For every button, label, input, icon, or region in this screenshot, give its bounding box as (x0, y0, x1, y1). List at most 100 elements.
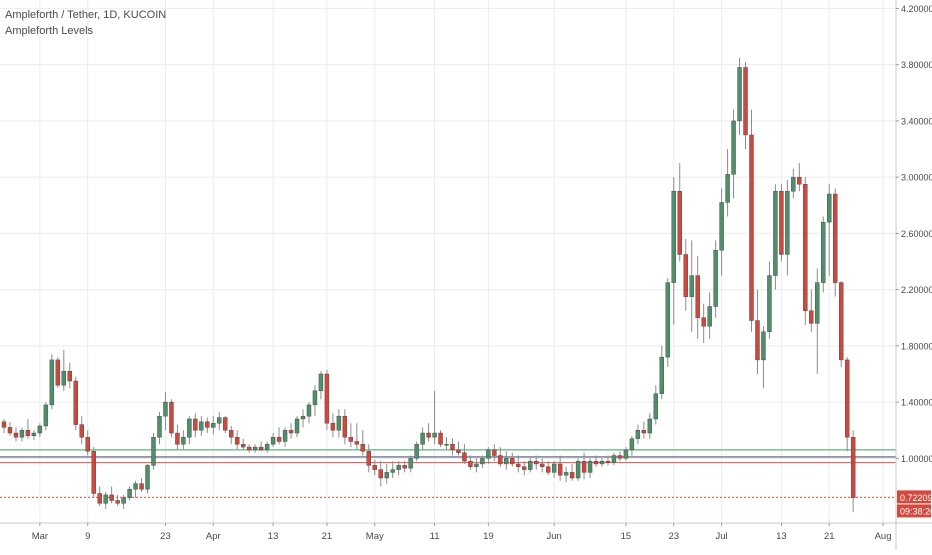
candle-body (163, 401, 168, 417)
candle-body (635, 430, 641, 439)
candle-body (677, 191, 682, 255)
candle-body (767, 275, 772, 332)
candle-body (336, 415, 342, 431)
candle-body (145, 465, 150, 490)
candle-body (719, 202, 724, 251)
candle-body (426, 432, 431, 438)
candle-body (629, 438, 635, 451)
candle-body (402, 465, 407, 469)
price-tick-label: 3.40000 (901, 116, 932, 126)
candle-body (378, 469, 383, 479)
candle-body (659, 356, 664, 394)
candle-body (695, 275, 700, 318)
candle-body (623, 449, 629, 459)
candle-body (707, 306, 712, 327)
candle-body (833, 193, 838, 283)
candle-body (545, 466, 551, 473)
candle-body (839, 282, 844, 361)
time-tick-label: 13 (268, 531, 279, 542)
candle-body (235, 437, 240, 445)
candle-body (133, 483, 138, 490)
candle-body (115, 500, 120, 504)
candle-body (139, 483, 144, 490)
candle-body (540, 463, 545, 467)
candle-body (689, 275, 694, 297)
time-tick-label: 21 (322, 531, 333, 542)
last-price-label: 0.72209 (900, 493, 932, 503)
time-tick-label: 21 (824, 531, 835, 542)
candle-body (534, 460, 539, 465)
candle-body (354, 441, 360, 445)
candle-body (276, 437, 282, 442)
candle-body (270, 437, 276, 445)
candle-body (366, 451, 371, 466)
indicator-name: Ampleforth Levels (5, 25, 94, 37)
candle-body (761, 331, 766, 361)
time-tick-label: 19 (483, 531, 494, 542)
time-tick-label: Mar (32, 531, 48, 542)
candle-body (737, 67, 742, 122)
candle-body (504, 458, 509, 465)
candle-body (701, 317, 706, 327)
candle-body (653, 393, 659, 420)
candle-body (498, 455, 503, 465)
candle-body (510, 458, 515, 465)
candle-body (803, 183, 808, 311)
candle-body (199, 421, 204, 431)
candle-body (815, 282, 820, 324)
candle-body (288, 430, 294, 434)
candle-body (43, 404, 49, 427)
candle-body (31, 432, 37, 437)
candle-body (432, 432, 437, 438)
candle-body (827, 193, 832, 223)
candle-body (7, 427, 13, 434)
candle-body (193, 418, 198, 431)
candle-body (444, 444, 449, 446)
candle-body (611, 455, 617, 463)
candle-body (264, 444, 270, 451)
price-tick-label: 3.80000 (901, 60, 932, 70)
time-tick-label: May (366, 531, 384, 542)
candle-body (390, 469, 395, 473)
candle-body (671, 191, 676, 283)
candle-body (522, 466, 527, 470)
time-tick-label: Jun (546, 531, 561, 542)
candle-body (755, 320, 760, 361)
candle-body (109, 494, 114, 501)
candle-body (516, 463, 521, 467)
candle-body (408, 458, 413, 469)
candle-body (181, 437, 186, 445)
candle-body (420, 432, 425, 445)
candle-body (468, 460, 473, 467)
candle-body (396, 465, 401, 470)
candle-body (97, 493, 102, 504)
candle-body (641, 430, 647, 434)
candle-body (73, 380, 78, 425)
candle-body (438, 432, 443, 445)
candle-body (91, 451, 96, 494)
candle-body (450, 444, 455, 451)
candle-body (713, 250, 718, 307)
candle-body (79, 424, 84, 438)
candle-body (1, 421, 7, 428)
time-tick-label: Jul (716, 531, 728, 542)
candle-body (557, 463, 563, 476)
candle-body (791, 176, 796, 192)
candle-body (575, 460, 581, 479)
price-tick-label: 4.20000 (901, 4, 932, 14)
candle-body (252, 446, 258, 451)
candle-body (731, 120, 736, 175)
candle-body (103, 494, 108, 504)
candle-body (25, 430, 31, 437)
candle-body (223, 417, 228, 431)
candle-body (593, 460, 599, 465)
candle-body (372, 465, 377, 470)
candle-body (157, 415, 162, 438)
candle-body (850, 437, 856, 498)
candle-body (217, 417, 222, 424)
candle-body (563, 472, 569, 476)
time-tick-label: Apr (206, 531, 221, 542)
candle-body (779, 191, 784, 255)
candle-body (647, 418, 653, 434)
